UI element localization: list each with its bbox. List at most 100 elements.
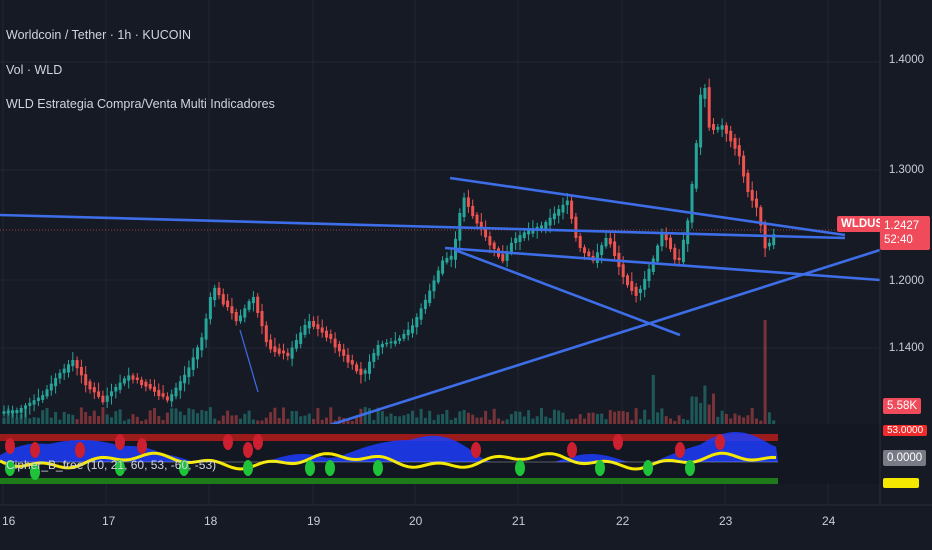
volume-bar — [41, 410, 45, 425]
candle-body — [540, 225, 543, 229]
candle-body — [41, 395, 45, 400]
candle-body — [742, 155, 746, 177]
volume-legend[interactable]: Vol · WLD — [6, 63, 63, 77]
volume-bar — [114, 411, 118, 425]
volume-bar — [677, 415, 681, 425]
volume-bar — [497, 418, 500, 425]
sell-signal-dot — [471, 442, 481, 458]
volume-bar — [11, 410, 15, 425]
sell-signal-dot — [5, 438, 15, 454]
candle-body — [251, 297, 255, 304]
candle-body — [415, 317, 419, 328]
candle-body — [608, 238, 612, 245]
candle-body — [303, 324, 307, 335]
candle-body — [772, 234, 776, 246]
candle-body — [217, 287, 221, 296]
volume-bar — [479, 417, 483, 425]
volume-bar — [290, 411, 294, 425]
volume-bar — [763, 320, 767, 425]
sell-signal-dot — [115, 434, 125, 450]
candle-body — [71, 360, 75, 367]
candle-body — [733, 138, 737, 149]
oscillator-legend[interactable]: Cipher_B_free (10, 21, 60, 53, -60, -53) — [6, 458, 217, 472]
candle-body — [2, 411, 6, 414]
volume-bar — [514, 411, 518, 425]
volume-bar — [217, 420, 221, 425]
volume-bar — [423, 417, 427, 425]
volume-bar — [673, 420, 677, 425]
time-label: 16 — [2, 514, 16, 528]
volume-bar — [372, 420, 376, 425]
volume-bar — [488, 419, 492, 425]
sell-signal-dot — [613, 434, 623, 450]
candle-body — [54, 377, 58, 387]
volume-bar — [415, 417, 419, 425]
candle-body — [755, 198, 758, 208]
strategy-legend[interactable]: WLD Estrategia Compra/Venta Multi Indica… — [6, 97, 275, 111]
candle-body — [565, 200, 569, 206]
candle-body — [436, 270, 440, 283]
volume-bar — [157, 415, 161, 425]
volume-bar — [522, 416, 526, 425]
volume-bar — [234, 415, 238, 425]
candle-body — [716, 126, 720, 130]
volume-bar — [213, 418, 217, 425]
candle-body — [320, 327, 324, 333]
volume-bar — [535, 416, 539, 425]
candle-body — [62, 368, 66, 374]
volume-bar — [681, 418, 685, 425]
volume-bar — [208, 407, 212, 425]
volume-bar — [346, 419, 350, 425]
candle-body — [247, 301, 251, 310]
candle-body — [135, 377, 139, 381]
candle-body — [183, 374, 187, 384]
time-label: 21 — [512, 514, 526, 528]
candle-body — [230, 306, 234, 314]
candle-body — [92, 387, 96, 393]
trend-line — [449, 176, 846, 237]
trend-line — [444, 246, 881, 282]
volume-bar — [294, 411, 298, 425]
candle-body — [428, 290, 432, 304]
candle-body — [466, 197, 470, 207]
candle-body — [110, 391, 113, 397]
time-label: 22 — [616, 514, 630, 528]
candle-body — [380, 343, 384, 348]
candle-body — [712, 124, 715, 130]
buy-signal-dot — [325, 460, 335, 476]
volume-bar — [759, 420, 763, 425]
volume-bar — [411, 410, 414, 425]
candle-body — [196, 347, 199, 360]
volume-bar — [690, 396, 694, 425]
volume-bar — [2, 417, 6, 425]
trend-line — [0, 213, 846, 240]
candle-body — [256, 296, 260, 313]
volume-bar — [729, 418, 733, 425]
volume-bar — [772, 420, 776, 425]
volume-bar — [449, 419, 453, 425]
candle-body — [36, 397, 40, 401]
symbol-legend[interactable]: Worldcoin / Tether · 1h · KUCOIN — [6, 28, 192, 42]
volume-bar — [492, 408, 496, 425]
volume-bar — [251, 419, 255, 425]
volume-bar — [191, 409, 195, 425]
buy-signal-dot — [643, 460, 653, 476]
candle-body — [557, 209, 561, 216]
volume-bar — [355, 416, 359, 425]
candle-body — [269, 339, 273, 350]
volume-bar — [49, 417, 53, 425]
trend-line — [329, 248, 881, 427]
volume-bar — [591, 412, 595, 425]
candle-body — [337, 344, 341, 352]
candle-body — [79, 367, 83, 376]
volume-bar — [746, 415, 750, 425]
volume-bar — [110, 417, 113, 425]
candle-body — [651, 258, 655, 273]
candle-body — [385, 342, 389, 345]
candle-body — [204, 318, 208, 340]
time-label: 20 — [409, 514, 423, 528]
candle-body — [389, 341, 393, 344]
volume-bar — [122, 420, 126, 425]
candle-body — [307, 321, 311, 329]
